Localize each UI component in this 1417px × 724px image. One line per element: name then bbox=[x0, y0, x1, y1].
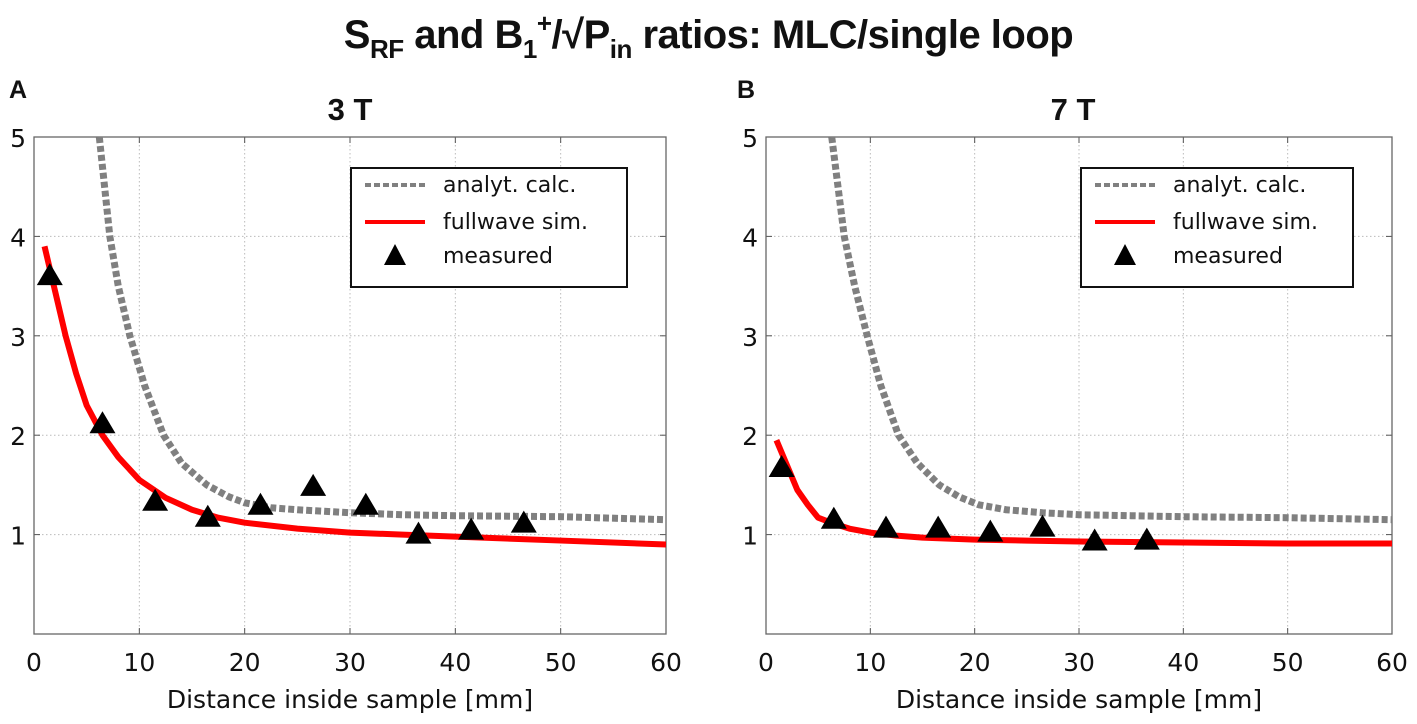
panel-a: 0 10 20 30 40 50 60 1 2 3 4 5 analyt. calc. fullwave … bbox=[9, 76, 682, 714]
x-tick-label: 40 bbox=[439, 648, 471, 677]
title-s: S bbox=[343, 13, 371, 57]
measured-point bbox=[36, 263, 63, 286]
y-tick-label: 4 bbox=[742, 223, 758, 252]
legend-label: analyt. calc. bbox=[1173, 173, 1306, 198]
measured-point bbox=[142, 488, 169, 511]
legend-measured-swatch bbox=[1114, 244, 1136, 265]
x-tick-label: 60 bbox=[650, 648, 682, 677]
x-tick-label: 10 bbox=[854, 648, 886, 677]
panel-title: 7 T bbox=[1051, 92, 1096, 127]
x-tick-label: 0 bbox=[758, 648, 774, 677]
measured-point bbox=[977, 519, 1004, 542]
y-tick-label: 1 bbox=[10, 522, 26, 551]
x-tick-label: 20 bbox=[959, 648, 991, 677]
y-tick-label: 2 bbox=[10, 422, 26, 451]
fullwave-sim-line bbox=[41, 245, 666, 548]
legend-label: fullwave sim. bbox=[443, 210, 588, 235]
legend-label: measured bbox=[443, 244, 553, 269]
legend-box bbox=[1080, 167, 1354, 288]
title-end: ratios: MLC/single loop bbox=[631, 13, 1074, 57]
x-tick-label: 40 bbox=[1167, 648, 1199, 677]
x-axis-label: Distance inside sample [mm] bbox=[167, 685, 533, 714]
measured-point bbox=[405, 521, 432, 544]
x-tick-label: 50 bbox=[545, 648, 577, 677]
y-tick-label: 5 bbox=[10, 124, 26, 153]
x-tick-label: 10 bbox=[123, 648, 155, 677]
measured-point bbox=[194, 504, 221, 527]
y-tick-label: 2 bbox=[742, 422, 758, 451]
measured-point bbox=[872, 515, 899, 538]
measured-point bbox=[89, 411, 116, 434]
legend-label: analyt. calc. bbox=[443, 173, 576, 198]
y-tick-label: 1 bbox=[742, 522, 758, 551]
y-tick-label: 4 bbox=[10, 223, 26, 252]
legend-label: measured bbox=[1173, 244, 1283, 269]
title-rest: /√P bbox=[551, 13, 611, 57]
title-b-subscript: 1 bbox=[522, 34, 537, 64]
legend: analyt. calc. fullwave sim. measured bbox=[350, 167, 628, 288]
x-tick-label: 60 bbox=[1376, 648, 1408, 677]
measured-point bbox=[925, 515, 952, 538]
legend-box bbox=[350, 167, 628, 288]
x-axis-label: Distance inside sample [mm] bbox=[896, 685, 1262, 714]
x-tick-label: 0 bbox=[26, 648, 42, 677]
panel-b: 0 10 20 30 40 50 60 1 2 3 4 5 analyt. calc. fullwave … bbox=[737, 76, 1408, 714]
measured-point bbox=[247, 492, 274, 515]
legend: analyt. calc. fullwave sim. measured bbox=[1080, 167, 1354, 288]
measured-point bbox=[1029, 514, 1056, 537]
measured-point bbox=[1081, 528, 1108, 551]
legend-measured-swatch bbox=[384, 244, 406, 265]
title-b-superscript: + bbox=[536, 8, 552, 38]
figure-title: SRF and B1+/√Pin ratios: MLC/single loop bbox=[0, 8, 1417, 65]
panel-title: 3 T bbox=[328, 92, 373, 127]
measured-point bbox=[820, 506, 847, 529]
fullwave-sim-line bbox=[773, 439, 1392, 547]
y-tick-label: 3 bbox=[10, 323, 26, 352]
x-tick-label: 30 bbox=[1063, 648, 1095, 677]
title-mid: and B bbox=[403, 13, 523, 57]
legend-label: fullwave sim. bbox=[1173, 210, 1318, 235]
measured-point bbox=[768, 455, 795, 478]
x-tick-label: 30 bbox=[334, 648, 366, 677]
measured-point bbox=[300, 473, 327, 496]
title-s-subscript: RF bbox=[369, 34, 404, 64]
x-tick-label: 20 bbox=[229, 648, 261, 677]
plot-frame bbox=[765, 136, 1393, 635]
x-tick-label: 50 bbox=[1272, 648, 1304, 677]
measured-point bbox=[510, 510, 537, 533]
panel-label: B bbox=[737, 76, 755, 104]
measured-point bbox=[352, 492, 379, 515]
analytic-calc-line bbox=[95, 137, 666, 524]
measured-point bbox=[1133, 527, 1160, 550]
analytic-calc-line bbox=[828, 137, 1392, 524]
title-p-subscript: in bbox=[609, 34, 633, 64]
measured-point bbox=[458, 517, 485, 540]
y-tick-label: 5 bbox=[742, 124, 758, 153]
plot-frame bbox=[33, 136, 667, 635]
y-tick-label: 3 bbox=[742, 323, 758, 352]
panel-label: A bbox=[9, 76, 27, 104]
